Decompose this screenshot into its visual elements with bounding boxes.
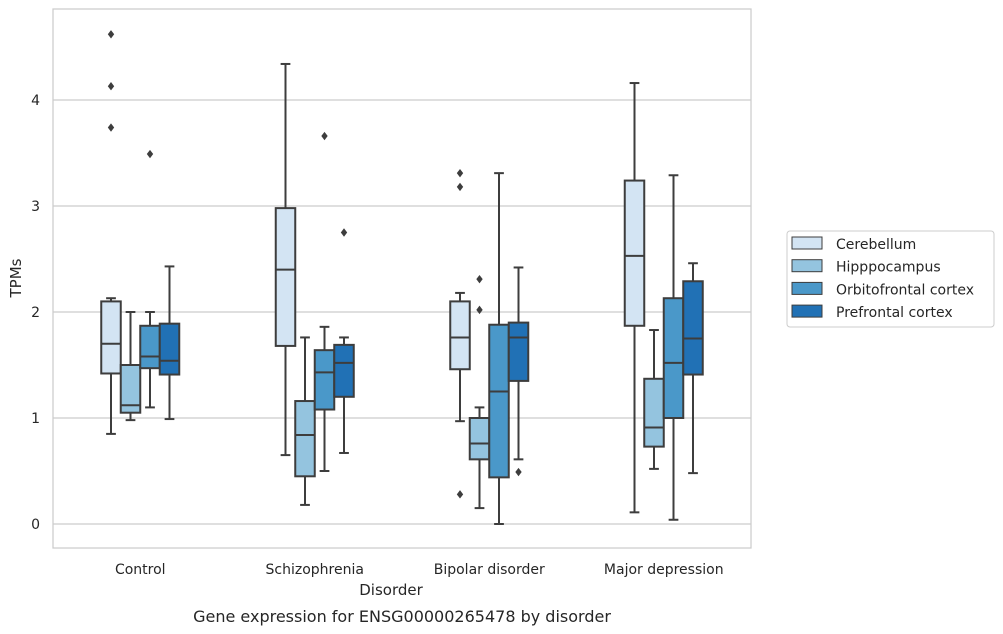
iqr-box: [449, 300, 471, 371]
legend-swatch: [791, 259, 823, 273]
outlier-point: [146, 149, 154, 159]
iqr-box: [294, 400, 316, 478]
outlier-point: [107, 30, 115, 39]
y-tick-label: 4: [31, 93, 40, 109]
iqr-box: [139, 324, 161, 370]
iqr-box: [100, 300, 122, 375]
plot-frame: [52, 8, 752, 549]
x-tick-labels: Control Schizophrenia Bipolar disorder Majo…: [115, 562, 724, 578]
iqr-box: [682, 280, 704, 376]
iqr-box: [313, 349, 336, 411]
outlier-point: [456, 168, 464, 178]
y-axis-label: TPMs: [7, 258, 25, 298]
box-orbitofrontal-cortex: [662, 174, 685, 521]
legend-frame: [786, 230, 995, 328]
chart-title: Gene expression for ENSG00000265478 by d…: [193, 607, 611, 626]
outlier-point: [476, 305, 483, 315]
iqr-box: [119, 364, 142, 414]
iqr-box: [662, 297, 685, 419]
legend-swatch: [791, 236, 823, 250]
legend-swatch: [791, 304, 823, 318]
gridlines: [53, 99, 751, 525]
iqr-box: [643, 377, 665, 448]
box-cerebellum: [623, 82, 646, 514]
legend-swatch: [791, 281, 823, 295]
box-hipppocampus: [643, 329, 665, 470]
box-prefrontal-cortex: [682, 262, 704, 475]
box-hipppocampus: [468, 274, 491, 510]
outlier-point: [107, 123, 115, 132]
x-axis-label: Disorder: [359, 581, 423, 599]
outlier-point: [456, 490, 464, 499]
outlier-point: [476, 274, 483, 284]
outlier-point: [321, 131, 328, 141]
box-cerebellum: [449, 168, 471, 499]
outlier-point: [107, 82, 115, 91]
iqr-box: [333, 343, 355, 398]
plot-boxes: [100, 30, 704, 525]
iqr-box: [158, 322, 181, 376]
legend-label: Orbitofrontal cortex: [836, 282, 974, 298]
outlier-point: [456, 182, 464, 192]
box-prefrontal-cortex: [158, 265, 181, 421]
x-tick-label: Control: [115, 562, 166, 578]
x-tick-label: Major depression: [604, 562, 724, 578]
box-cerebellum: [274, 62, 297, 457]
box-prefrontal-cortex: [507, 266, 530, 477]
y-tick-label: 0: [31, 517, 40, 533]
y-tick-label: 1: [31, 411, 40, 427]
y-tick-label: 2: [31, 305, 40, 321]
outlier-point: [340, 228, 348, 237]
box-orbitofrontal-cortex: [488, 172, 510, 525]
box-orbitofrontal-cortex: [139, 149, 161, 409]
box-cerebellum: [100, 30, 122, 435]
box-orbitofrontal-cortex: [313, 131, 336, 472]
iqr-box: [274, 207, 297, 347]
legend: Cerebellum Hipppocampus Orbitofrontal cort…: [786, 230, 995, 328]
y-tick-labels: 0 1 2 3 4: [31, 93, 40, 533]
x-tick-label: Schizophrenia: [266, 562, 364, 578]
iqr-box: [623, 179, 646, 327]
box-hipppocampus: [294, 336, 316, 506]
iqr-box: [488, 323, 510, 479]
y-tick-label: 3: [31, 199, 40, 215]
legend-label: Hipppocampus: [836, 260, 941, 276]
outlier-point: [515, 467, 522, 477]
iqr-box: [468, 417, 491, 461]
legend-label: Cerebellum: [836, 237, 916, 253]
iqr-box: [507, 321, 530, 382]
x-tick-label: Bipolar disorder: [434, 562, 545, 578]
legend-label: Prefrontal cortex: [836, 305, 953, 321]
box-hipppocampus: [119, 311, 142, 422]
box-prefrontal-cortex: [333, 228, 355, 454]
